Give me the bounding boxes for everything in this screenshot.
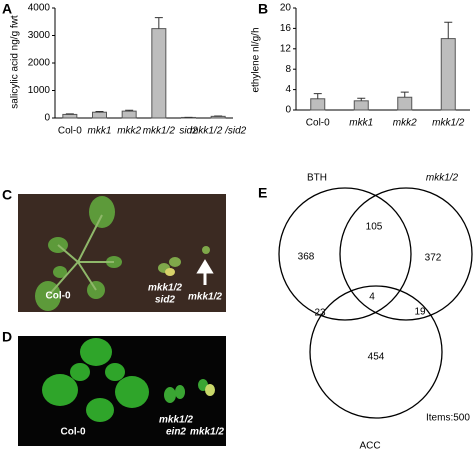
set-label: mkk1/2 (426, 173, 459, 184)
bar (63, 114, 77, 118)
photo-label: mkk1/2 (190, 427, 224, 438)
error-bar (66, 114, 74, 115)
y-tick-label: 3000 (28, 30, 51, 41)
set-label: ACC (359, 441, 380, 451)
panel-label: B (258, 1, 268, 17)
y-tick-label: 0 (285, 105, 291, 116)
set-label: BTH (307, 173, 327, 184)
y-tick-label: 1000 (28, 85, 51, 96)
error-bar (444, 22, 452, 38)
y-tick-label: 12 (280, 43, 292, 54)
bar (93, 112, 107, 118)
y-axis-label: ethylene nl/g/h (251, 27, 262, 92)
bar (311, 99, 325, 110)
error-bar (401, 92, 409, 97)
region-count: 4 (369, 292, 375, 303)
x-tick-label: Col-0 (58, 126, 82, 137)
plant-mkk12-c (202, 246, 210, 254)
x-tick-label: mkk1/2 (143, 126, 176, 137)
panel-label: D (2, 329, 12, 345)
y-tick-label: 16 (280, 23, 292, 34)
photo-label: mkk1/2 (188, 292, 222, 303)
region-count: 454 (368, 352, 385, 363)
y-tick-label: 2000 (28, 58, 51, 69)
panel-label: E (258, 185, 267, 201)
x-tick-label: mkk1 (349, 118, 373, 129)
panel-label: C (2, 187, 12, 203)
x-tick-label: Col-0 (306, 118, 330, 129)
photo-label: sid2 (155, 295, 175, 306)
error-bar (314, 94, 322, 99)
bar (211, 116, 225, 118)
photo-label: Col-0 (61, 427, 86, 438)
y-tick-label: 0 (44, 113, 50, 124)
region-count: 368 (298, 252, 315, 263)
total-label: Items:500 (426, 413, 470, 424)
bar (398, 97, 412, 110)
x-tick-label: mkk1/2 (432, 118, 465, 129)
photo-label: mkk1/2 (159, 415, 193, 426)
photo-label: Col-0 (46, 291, 71, 302)
x-tick-label: mkk1 (88, 126, 112, 137)
error-bar (155, 18, 163, 29)
region-count: 19 (414, 307, 426, 318)
y-tick-label: 4000 (28, 3, 51, 14)
y-axis-label: salicylic acid ng/g fwt (10, 15, 21, 109)
x-tick-label: mkk2 (117, 126, 141, 137)
y-tick-label: 4 (285, 84, 291, 95)
region-count: 105 (366, 222, 383, 233)
panel-label: A (2, 1, 12, 17)
photo-label: ein2 (166, 427, 186, 438)
photo-label: mkk1/2 (148, 283, 182, 294)
region-count: 372 (425, 253, 442, 264)
bar (122, 111, 136, 118)
y-tick-label: 20 (280, 3, 292, 14)
bar (441, 39, 455, 110)
region-count: 23 (314, 308, 326, 319)
bar (354, 101, 368, 110)
x-tick-label: mkk2 (393, 118, 417, 129)
bar (152, 29, 166, 118)
x-tick-label: mkk1/2 /sid2 (190, 126, 247, 137)
y-tick-label: 8 (285, 64, 291, 75)
